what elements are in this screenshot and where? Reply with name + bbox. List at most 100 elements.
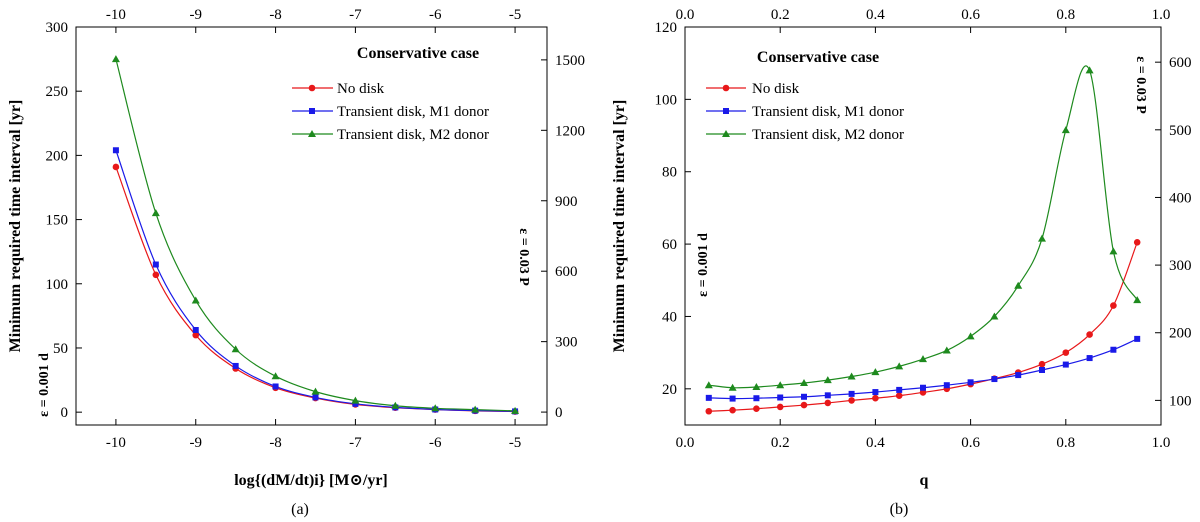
data-point-no-disk	[705, 407, 713, 415]
legend-entry-transient-m1: Transient disk, M1 donor	[292, 104, 489, 120]
legend-label: No disk	[752, 81, 800, 97]
data-point-transient-disk-m2-donor	[311, 387, 320, 395]
panel-b-chart: 0.0 0.2 0.4 0.6 0.8 1.0 0.0 0.2 0.4 0.6 0.8 1.0 20 40…	[611, 7, 1192, 518]
data-point-transient-disk-m1-donor	[872, 389, 879, 396]
panel-a-left-epsilon-note: ε = 0.001 d	[37, 353, 52, 417]
data-point-transient-disk-m1-donor	[312, 394, 319, 401]
data-point-transient-disk-m1-donor	[1086, 355, 1093, 362]
legend-entry-no-disk: No disk	[706, 81, 800, 97]
panel-b-caption: (b)	[890, 501, 909, 518]
top-x-tick-label: -10	[106, 7, 126, 23]
data-point-transient-disk-m2-donor	[1014, 281, 1023, 289]
data-point-transient-disk-m2-donor	[895, 362, 904, 370]
data-point-transient-disk-m2-donor	[800, 379, 808, 387]
data-point-transient-disk-m2-donor	[871, 368, 880, 376]
legend-label: No disk	[337, 81, 385, 97]
data-point-no-disk	[800, 401, 808, 409]
data-point-transient-disk-m2-donor	[966, 332, 975, 340]
data-point-transient-disk-m2-donor	[231, 345, 240, 353]
data-point-transient-disk-m2-donor	[391, 401, 400, 409]
panel-a-y-axis-label: Minimum required time interval [yr]	[7, 100, 24, 353]
right-y-tick-label: 200	[1169, 326, 1192, 342]
y-tick-label: 120	[655, 20, 678, 36]
data-point-transient-disk-m2-donor	[1038, 234, 1046, 242]
panel-a-frame	[75, 26, 548, 426]
data-point-transient-disk-m2-donor	[823, 376, 832, 384]
data-point-transient-disk-m1-donor	[1062, 361, 1069, 368]
data-point-no-disk	[1110, 302, 1117, 309]
data-point-transient-disk-m2-donor	[728, 383, 737, 391]
data-point-transient-disk-m1-donor	[112, 147, 119, 154]
data-point-no-disk	[919, 389, 927, 396]
y-tick-label: 50	[53, 341, 68, 357]
panel-a-legend: No disk Transient disk, M1 donor Transie…	[292, 81, 489, 143]
right-y-tick-label: 300	[1169, 258, 1192, 274]
panel-a-ticks: -10 -9 -8 -7 -6 -5 -10 -9 -8 -7 -6 -5 0 50 100 150 200 25…	[46, 7, 586, 451]
y-tick-label: 80	[662, 165, 677, 181]
data-point-no-disk	[192, 331, 200, 339]
data-point-no-disk	[1062, 349, 1070, 356]
data-point-transient-disk-m1-donor	[753, 395, 760, 402]
top-x-tick-label: 0.8	[1056, 7, 1075, 23]
right-y-tick-label: 500	[1169, 123, 1192, 139]
panel-a-x-axis-label: log{(dM/dt)i} [M⊙/yr]	[234, 472, 388, 489]
data-point-transient-disk-m2-donor	[990, 312, 999, 320]
top-x-tick-label: -8	[269, 7, 282, 23]
right-y-tick-label: 600	[555, 264, 578, 280]
top-x-tick-label: -5	[509, 7, 522, 23]
legend-entry-transient-m2: Transient disk, M2 donor	[292, 127, 489, 143]
y-tick-label: 200	[46, 148, 69, 164]
data-point-transient-disk-m2-donor	[1085, 66, 1094, 74]
series-line-transient-disk-m2-donor	[708, 65, 1138, 389]
right-y-tick-label: 900	[555, 194, 578, 210]
data-point-no-disk	[824, 399, 832, 407]
data-point-transient-disk-m1-donor	[777, 394, 784, 401]
data-point-transient-disk-m1-donor	[991, 376, 998, 383]
top-x-tick-label: -9	[189, 7, 202, 23]
right-y-tick-label: 300	[555, 335, 578, 351]
data-point-transient-disk-m1-donor	[152, 261, 159, 268]
data-point-transient-disk-m2-donor	[919, 355, 927, 363]
data-point-transient-disk-m2-donor	[1133, 296, 1142, 304]
data-point-no-disk	[753, 405, 760, 413]
data-point-no-disk	[848, 397, 855, 404]
legend-marker-circle	[308, 84, 316, 92]
right-y-tick-label: 1500	[555, 53, 585, 69]
data-point-transient-disk-m1-donor	[943, 382, 950, 389]
y-tick-label: 40	[662, 309, 677, 325]
panel-a-right-epsilon-note: ε = 0.03 P	[516, 228, 531, 286]
panel-a-series-lines	[115, 58, 516, 413]
right-y-tick-label: 400	[1169, 190, 1192, 206]
legend-label: Transient disk, M1 donor	[752, 104, 904, 120]
panel-b-right-epsilon-note: ε = 0.03 P	[1133, 56, 1148, 114]
series-line-no-disk	[115, 166, 516, 413]
y-tick-label: 60	[662, 237, 677, 253]
data-point-transient-disk-m2-donor	[471, 405, 480, 413]
panel-b-title: Conservative case	[757, 49, 879, 66]
x-tick-label: 0.4	[866, 435, 885, 451]
data-point-transient-disk-m2-donor	[776, 381, 785, 389]
right-y-tick-label: 1200	[555, 123, 585, 139]
legend-entry-no-disk: No disk	[292, 81, 385, 97]
data-point-transient-disk-m2-donor	[847, 372, 856, 380]
data-point-transient-disk-m1-donor	[1015, 372, 1022, 379]
legend-label: Transient disk, M2 donor	[752, 127, 904, 143]
data-point-transient-disk-m2-donor	[191, 296, 200, 304]
data-point-transient-disk-m1-donor	[967, 379, 974, 386]
panel-a-title: Conservative case	[357, 45, 479, 62]
data-point-no-disk	[152, 271, 160, 279]
legend-entry-transient-m2: Transient disk, M2 donor	[706, 127, 904, 143]
panel-b-series-markers	[704, 66, 1142, 415]
data-point-transient-disk-m1-donor	[824, 392, 831, 399]
data-point-transient-disk-m2-donor	[351, 396, 360, 404]
data-point-transient-disk-m2-donor	[752, 383, 761, 391]
x-tick-label: 0.6	[961, 435, 980, 451]
x-tick-label: -5	[509, 435, 522, 451]
data-point-transient-disk-m1-donor	[896, 386, 903, 393]
data-point-no-disk	[776, 403, 784, 411]
data-point-transient-disk-m2-donor	[704, 381, 713, 389]
data-point-transient-disk-m1-donor	[272, 383, 279, 390]
x-tick-label: 0.8	[1056, 435, 1075, 451]
panel-b-legend: No disk Transient disk, M1 donor Transie…	[706, 81, 904, 143]
data-point-transient-disk-m2-donor	[511, 406, 520, 414]
